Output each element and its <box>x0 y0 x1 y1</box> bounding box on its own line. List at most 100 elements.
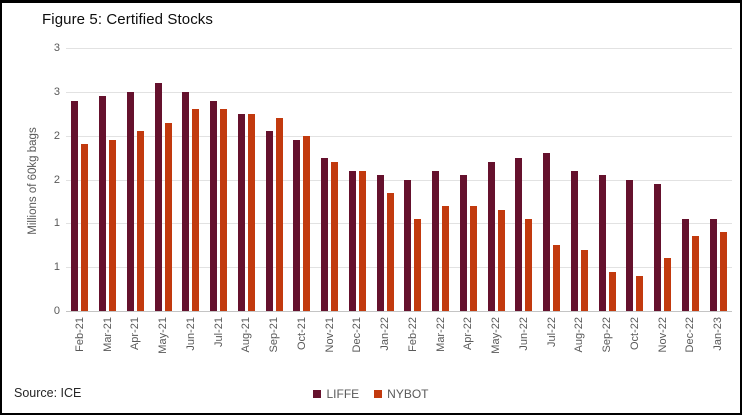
nybot-bar <box>553 245 561 311</box>
bar-group-dec-21 <box>344 48 372 311</box>
liffe-bar <box>626 179 634 311</box>
x-tick-label: Mar-22 <box>434 317 447 352</box>
x-tick-cell: Jul-21 <box>205 317 233 371</box>
liffe-bar <box>126 91 134 311</box>
liffe-bar <box>543 153 551 311</box>
x-tick-cell: Nov-22 <box>649 317 677 371</box>
nybot-bar <box>469 205 477 311</box>
legend-label: LIFFE <box>326 387 360 401</box>
liffe-bar <box>654 183 662 311</box>
legend: LIFFE NYBOT <box>2 387 740 401</box>
bar-group-jun-21 <box>177 48 205 311</box>
x-tick-cell: May-22 <box>482 317 510 371</box>
liffe-bar <box>432 170 440 311</box>
nybot-bar <box>136 131 144 311</box>
x-axis-line <box>66 311 732 312</box>
x-tick-label: Dec-22 <box>684 317 697 353</box>
bar-group-nov-21 <box>316 48 344 311</box>
liffe-bar <box>709 218 717 311</box>
x-tick-cell: Apr-21 <box>122 317 150 371</box>
x-tick-cell: Sep-21 <box>260 317 288 371</box>
x-tick-label: Oct-21 <box>295 317 308 351</box>
bar-group-feb-22 <box>399 48 427 311</box>
nybot-bar <box>386 192 394 311</box>
y-tick-label: 3 <box>53 42 60 54</box>
x-tick-label: Feb-22 <box>406 317 419 352</box>
x-tick-cell: May-21 <box>149 317 177 371</box>
bar-group-nov-22 <box>649 48 677 311</box>
liffe-bar <box>71 100 79 311</box>
x-tick-cell: Jun-21 <box>177 317 205 371</box>
nybot-bar <box>414 218 422 311</box>
nybot-bar <box>192 109 200 311</box>
bar-group-jun-22 <box>510 48 538 311</box>
x-tick-cell: Oct-21 <box>288 317 316 371</box>
bar-group-sep-22 <box>593 48 621 311</box>
x-tick-cell: Jul-22 <box>538 317 566 371</box>
nybot-bar <box>525 218 533 311</box>
x-tick-cell: Feb-22 <box>399 317 427 371</box>
bar-group-aug-22 <box>566 48 594 311</box>
liffe-bar <box>459 175 467 311</box>
x-tick-cell: Dec-22 <box>677 317 705 371</box>
bar-group-aug-21 <box>233 48 261 311</box>
x-tick-label: Jan-22 <box>379 317 392 351</box>
x-tick-cell: Jun-22 <box>510 317 538 371</box>
liffe-bar <box>681 218 689 311</box>
x-tick-label: Jul-21 <box>212 317 225 347</box>
x-tick-label: Feb-21 <box>73 317 86 352</box>
gridline <box>66 223 732 225</box>
bar-group-apr-21 <box>122 48 150 311</box>
liffe-bar <box>404 179 412 311</box>
x-tick-label: Sep-22 <box>601 317 614 353</box>
nybot-bar <box>664 258 672 311</box>
liffe-bar <box>321 157 329 311</box>
liffe-bar <box>487 161 495 311</box>
liffe-bar <box>237 113 245 311</box>
y-tick-label: 3 <box>53 85 60 98</box>
y-axis-tick-labels: 3 3 2 2 1 1 0 <box>28 42 60 317</box>
x-tick-cell: Oct-22 <box>621 317 649 371</box>
nybot-bar <box>247 113 255 311</box>
x-tick-cell: Jan-23 <box>704 317 732 371</box>
nybot-bar <box>331 161 339 311</box>
nybot-bar <box>303 135 311 311</box>
y-tick-label: 2 <box>53 173 60 186</box>
y-tick-label: 1 <box>53 217 60 230</box>
liffe-bar <box>598 175 606 311</box>
x-tick-cell: Aug-22 <box>566 317 594 371</box>
nybot-bar <box>580 249 588 311</box>
x-tick-label: Aug-21 <box>240 317 253 353</box>
nybot-bar <box>608 271 616 311</box>
liffe-bar <box>293 140 301 311</box>
nybot-bar <box>636 275 644 311</box>
x-tick-label: Nov-21 <box>323 317 336 353</box>
liffe-legend-swatch-icon <box>313 390 322 398</box>
nybot-bar <box>164 122 172 311</box>
x-tick-label: Oct-22 <box>628 317 641 351</box>
x-tick-label: Jun-22 <box>517 317 530 351</box>
bar-group-feb-21 <box>66 48 94 311</box>
bar-group-oct-21 <box>288 48 316 311</box>
bar-group-mar-22 <box>427 48 455 311</box>
nybot-bar <box>358 170 366 311</box>
x-tick-label: Jun-21 <box>184 317 197 351</box>
liffe-bar <box>376 175 384 311</box>
x-tick-cell: Mar-21 <box>94 317 122 371</box>
legend-item-nybot: NYBOT <box>374 387 429 401</box>
nybot-bar <box>109 140 117 311</box>
liffe-bar <box>348 170 356 311</box>
x-tick-label: Apr-22 <box>462 317 475 351</box>
y-tick-label: 1 <box>53 261 60 274</box>
liffe-bar <box>99 96 107 311</box>
x-tick-label: Apr-21 <box>129 317 142 351</box>
x-tick-label: Jul-22 <box>545 317 558 347</box>
gridline <box>66 91 732 93</box>
gridline <box>66 135 732 137</box>
gridline <box>66 267 732 269</box>
x-tick-cell: Apr-22 <box>455 317 483 371</box>
x-axis-tick-labels: Feb-21 Mar-21 Apr-21 May-21 Jun-21 Jul-21 Aug-… <box>66 317 732 371</box>
gridline <box>66 179 732 181</box>
x-tick-cell: Feb-21 <box>66 317 94 371</box>
